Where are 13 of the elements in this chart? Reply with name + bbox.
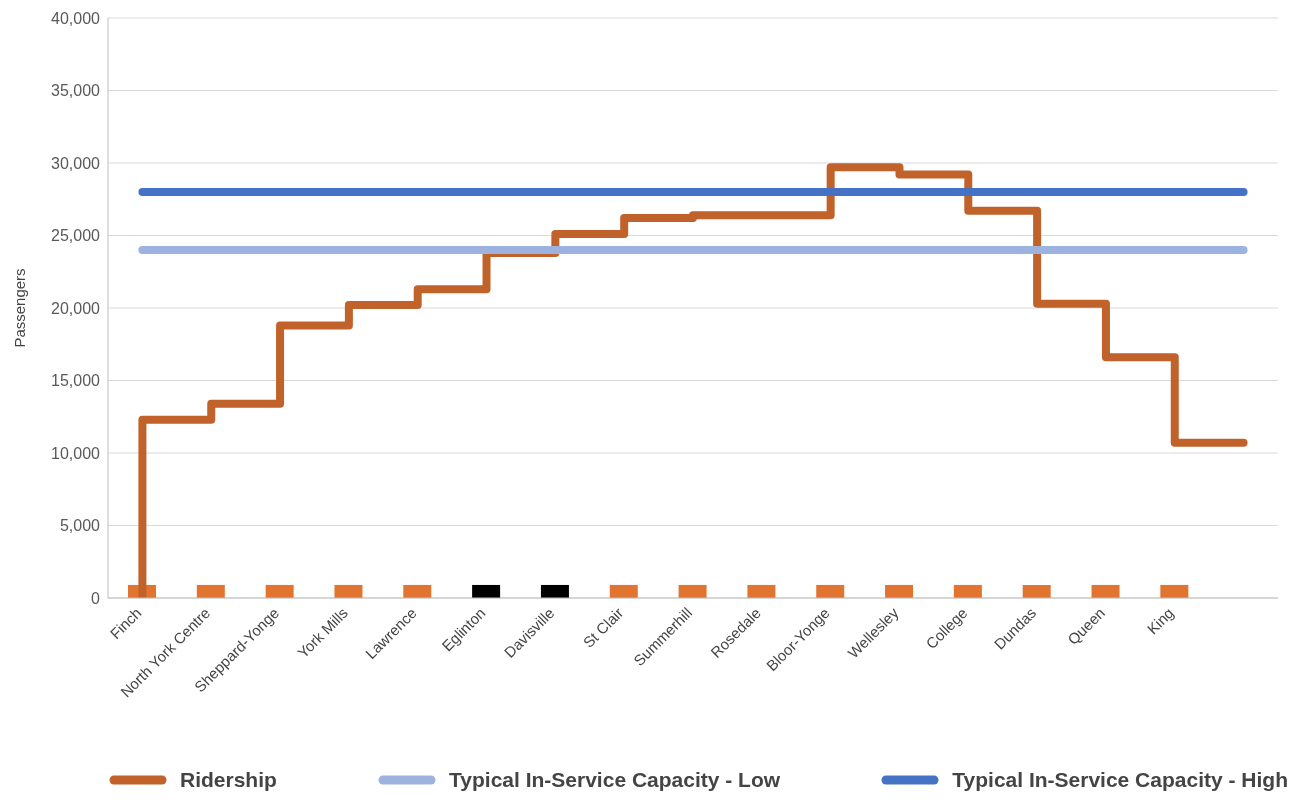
y-tick-label: 0 xyxy=(91,589,101,607)
y-tick-label: 30,000 xyxy=(51,154,101,172)
y-tick-label: 5,000 xyxy=(59,517,101,535)
y-axis-title: Passengers xyxy=(11,268,29,348)
y-tick-label: 10,000 xyxy=(51,444,101,462)
legend-label: Typical In-Service Capacity - Low xyxy=(449,768,781,792)
y-tick-label: 35,000 xyxy=(51,82,101,100)
y-tick-label: 25,000 xyxy=(51,227,101,245)
y-tick-label: 15,000 xyxy=(51,372,101,390)
legend-label: Ridership xyxy=(180,768,277,792)
y-tick-label: 40,000 xyxy=(51,9,101,27)
y-tick-label: 20,000 xyxy=(51,299,101,317)
legend-label: Typical In-Service Capacity - High xyxy=(952,768,1288,792)
